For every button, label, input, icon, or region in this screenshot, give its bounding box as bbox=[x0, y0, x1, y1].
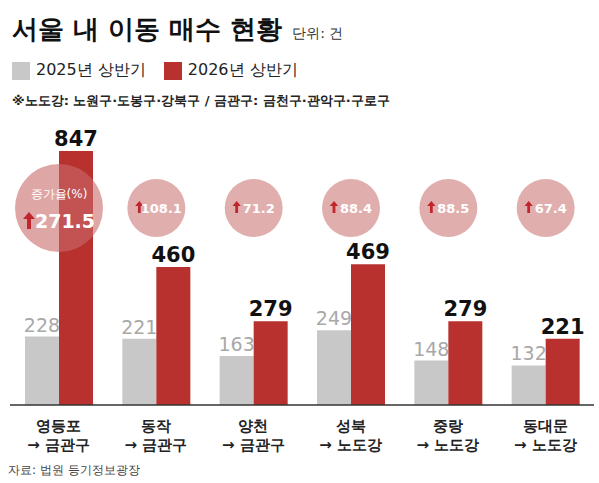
svg-text:132: 132 bbox=[511, 342, 547, 364]
svg-text:163: 163 bbox=[219, 333, 255, 355]
svg-text:279: 279 bbox=[443, 297, 487, 321]
svg-text:증가율(%): 증가율(%) bbox=[31, 187, 88, 201]
svg-text:469: 469 bbox=[346, 240, 390, 264]
svg-text:279: 279 bbox=[249, 297, 293, 321]
svg-text:88.5: 88.5 bbox=[437, 201, 469, 216]
svg-text:동작: 동작 bbox=[141, 417, 171, 435]
html-text:자료: 법원 등기정보광장: 자료: 법원 등기정보광장 bbox=[8, 463, 140, 477]
svg-text:→ 노도강: → 노도강 bbox=[514, 436, 577, 454]
svg-text:88.4: 88.4 bbox=[340, 201, 372, 216]
svg-text:→ 금관구: → 금관구 bbox=[125, 436, 188, 454]
svg-text:→ 금관구: → 금관구 bbox=[27, 436, 90, 454]
svg-text:460: 460 bbox=[151, 243, 195, 267]
svg-text:영등포: 영등포 bbox=[36, 417, 81, 435]
svg-text:→ 금관구: → 금관구 bbox=[222, 436, 285, 454]
html-text:서울 내 이동 매수 현황 단위: 건: 서울 내 이동 매수 현황 단위: 건 bbox=[12, 14, 344, 44]
svg-text:221: 221 bbox=[121, 316, 157, 338]
svg-text:249: 249 bbox=[316, 307, 352, 329]
svg-text:양천: 양천 bbox=[238, 417, 268, 435]
html-text:2026년 상반기: 2026년 상반기 bbox=[187, 60, 298, 79]
svg-text:221: 221 bbox=[541, 315, 585, 339]
svg-text:동대문: 동대문 bbox=[523, 417, 568, 435]
svg-text:271.5: 271.5 bbox=[35, 210, 95, 232]
svg-text:847: 847 bbox=[54, 127, 98, 151]
svg-text:228: 228 bbox=[24, 314, 60, 336]
svg-text:중랑: 중랑 bbox=[433, 417, 463, 435]
svg-text:67.4: 67.4 bbox=[535, 201, 567, 216]
html-text:※노도강: 노원구·도봉구·강북구 / 금관구: 금천구·관: ※노도강: 노원구·도봉구·강북구 / 금관구: 금천구·관악구·구로구 bbox=[12, 93, 390, 108]
svg-text:148: 148 bbox=[413, 338, 449, 360]
svg-text:→ 노도강: → 노도강 bbox=[319, 436, 382, 454]
html-text:2025년 상반기: 2025년 상반기 bbox=[36, 60, 146, 79]
svg-text:108.1: 108.1 bbox=[141, 201, 182, 216]
svg-text:→ 노도강: → 노도강 bbox=[417, 436, 480, 454]
svg-text:성북: 성북 bbox=[336, 417, 366, 435]
svg-text:71.2: 71.2 bbox=[243, 201, 275, 216]
